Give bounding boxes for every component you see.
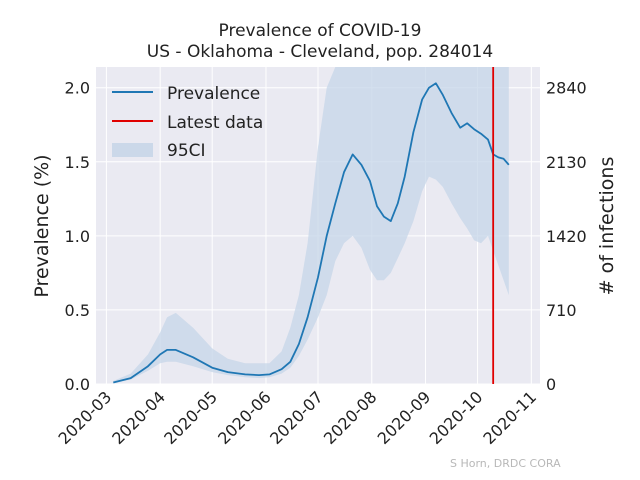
y2-tick-label: 2130 (546, 153, 587, 172)
y2-tick-label: 2840 (546, 79, 587, 98)
y2-tick-label: 0 (546, 375, 556, 394)
x-tick-label: 2020-10 (426, 387, 487, 448)
y-tick-label: 2.0 (65, 79, 90, 98)
legend-latest-label: Latest data (167, 113, 263, 133)
x-tick-label: 2020-06 (214, 387, 275, 448)
y2-tick-label: 710 (546, 301, 577, 320)
y2-axis-ticks: 0 710 1420 2130 2840 (546, 79, 587, 394)
y-tick-label: 0.5 (65, 301, 90, 320)
prevalence-line-layer (113, 82, 510, 384)
x-tick-label: 2020-07 (266, 387, 327, 448)
x-tick-label: 2020-05 (160, 387, 221, 448)
y-tick-label: 0.0 (65, 375, 90, 394)
x-tick-label: 2020-03 (55, 387, 116, 448)
prevalence-line (113, 82, 510, 384)
chart-subtitle: US - Oklahoma - Cleveland, pop. 284014 (147, 42, 493, 62)
y-axis-label: Prevalence (%) (31, 154, 53, 297)
watermark: S Horn, DRDC CORA (450, 457, 561, 470)
y-tick-label: 1.0 (65, 227, 90, 246)
y-axis-ticks: 0.0 0.5 1.0 1.5 2.0 (65, 79, 90, 394)
x-tick-label: 2020-11 (479, 387, 540, 448)
chart-title: Prevalence of COVID-19 (219, 21, 422, 41)
y-tick-label: 1.5 (65, 153, 90, 172)
x-tick-label: 2020-09 (374, 387, 435, 448)
y2-axis-label: # of infections (596, 157, 618, 296)
legend: Prevalence Latest data 95CI (112, 84, 263, 161)
y2-tick-label: 1420 (546, 227, 587, 246)
x-axis-ticks: 2020-032020-042020-052020-062020-072020-… (55, 387, 541, 448)
legend-prevalence-label: Prevalence (167, 84, 260, 104)
x-tick-label: 2020-08 (320, 387, 381, 448)
legend-ci-label: 95CI (167, 141, 206, 161)
x-tick-label: 2020-04 (108, 387, 169, 448)
legend-ci-swatch (112, 143, 153, 157)
